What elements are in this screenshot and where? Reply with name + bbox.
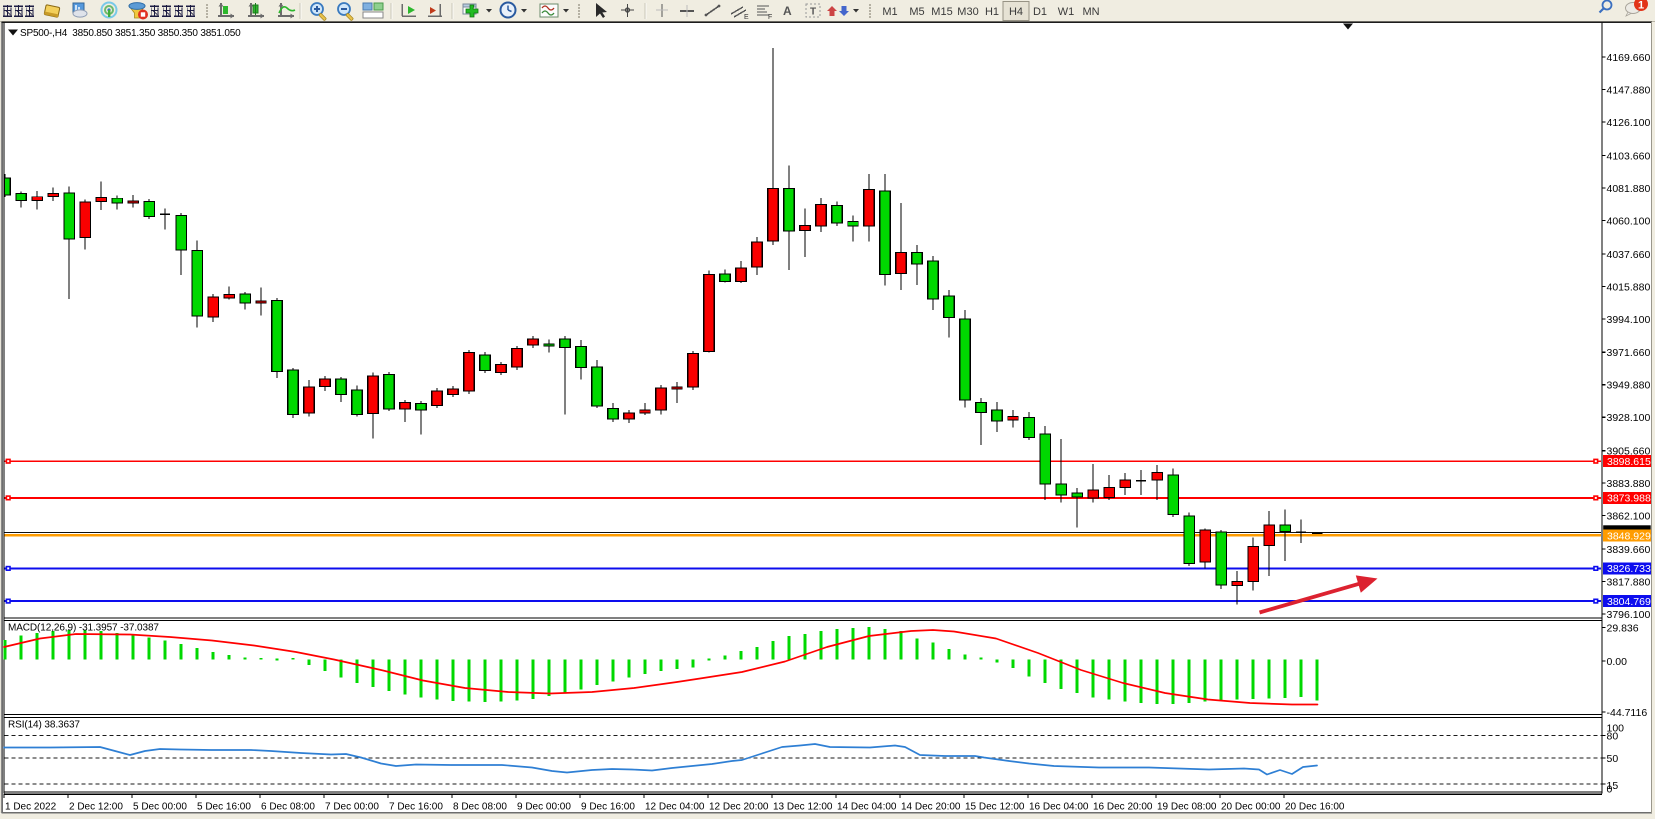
- svg-text:H1: H1: [985, 6, 999, 18]
- svg-text:3839.660: 3839.660: [1607, 544, 1651, 556]
- svg-text:E: E: [744, 14, 749, 21]
- svg-text:3817.880: 3817.880: [1607, 577, 1651, 589]
- svg-text:D1: D1: [1033, 6, 1047, 18]
- svg-text:50: 50: [1607, 753, 1619, 765]
- svg-text:20 Dec 16:00: 20 Dec 16:00: [1285, 802, 1345, 813]
- svg-text:15: 15: [1607, 780, 1619, 792]
- svg-text:16 Dec 04:00: 16 Dec 04:00: [1029, 802, 1089, 813]
- svg-text:MN: MN: [1082, 6, 1099, 18]
- svg-text:T: T: [810, 7, 816, 18]
- svg-text:15 Dec 12:00: 15 Dec 12:00: [965, 802, 1025, 813]
- svg-text:5 Dec 16:00: 5 Dec 16:00: [197, 802, 251, 813]
- svg-text:7 Dec 00:00: 7 Dec 00:00: [325, 802, 379, 813]
- svg-text:H4: H4: [1009, 6, 1023, 18]
- svg-text:3862.100: 3862.100: [1607, 511, 1651, 523]
- svg-text:3883.880: 3883.880: [1607, 478, 1651, 490]
- svg-text:0.00: 0.00: [1607, 656, 1628, 668]
- svg-text:0: 0: [1607, 783, 1613, 795]
- svg-text:4103.660: 4103.660: [1607, 150, 1651, 162]
- svg-text:3905.660: 3905.660: [1607, 446, 1651, 458]
- svg-text:4126.100: 4126.100: [1607, 117, 1651, 129]
- svg-text:M1: M1: [882, 6, 897, 18]
- svg-text:2 Dec 12:00: 2 Dec 12:00: [69, 802, 123, 813]
- svg-text:4060.100: 4060.100: [1607, 215, 1651, 227]
- svg-text:9 Dec 16:00: 9 Dec 16:00: [581, 802, 635, 813]
- svg-text:6 Dec 08:00: 6 Dec 08:00: [261, 802, 315, 813]
- svg-text:3971.660: 3971.660: [1607, 347, 1651, 359]
- svg-text:A: A: [783, 4, 792, 18]
- svg-text:4169.660: 4169.660: [1607, 52, 1651, 64]
- svg-text:29.836: 29.836: [1607, 622, 1639, 634]
- svg-text:19 Dec 08:00: 19 Dec 08:00: [1157, 802, 1217, 813]
- svg-text:14 Dec 04:00: 14 Dec 04:00: [837, 802, 897, 813]
- svg-text:3826.733: 3826.733: [1607, 563, 1651, 575]
- svg-text:-44.7116: -44.7116: [1607, 707, 1648, 719]
- svg-text:3994.100: 3994.100: [1607, 314, 1651, 326]
- svg-text:M15: M15: [931, 6, 952, 18]
- svg-text:SP500-,H4 3850.850 3851.350 3: SP500-,H4 3850.850 3851.350 3850.350 385…: [20, 28, 241, 39]
- svg-text:80: 80: [1607, 731, 1619, 743]
- svg-text:3804.769: 3804.769: [1607, 596, 1651, 608]
- svg-text:7 Dec 16:00: 7 Dec 16:00: [389, 802, 443, 813]
- svg-text:3928.100: 3928.100: [1607, 412, 1651, 424]
- svg-text:W1: W1: [1058, 6, 1075, 18]
- svg-text:3796.100: 3796.100: [1607, 609, 1651, 621]
- svg-text:5 Dec 00:00: 5 Dec 00:00: [133, 802, 187, 813]
- svg-text:4147.880: 4147.880: [1607, 85, 1651, 97]
- svg-text:12 Dec 20:00: 12 Dec 20:00: [709, 802, 769, 813]
- svg-text:9 Dec 00:00: 9 Dec 00:00: [517, 802, 571, 813]
- svg-text:1: 1: [1638, 0, 1644, 12]
- svg-text:100: 100: [1607, 723, 1625, 735]
- svg-text:F: F: [768, 14, 772, 21]
- svg-text:8 Dec 08:00: 8 Dec 08:00: [453, 802, 507, 813]
- svg-text:RSI(14) 38.3637: RSI(14) 38.3637: [8, 720, 80, 731]
- svg-text:3898.615: 3898.615: [1607, 456, 1651, 468]
- svg-text:M5: M5: [909, 6, 924, 18]
- svg-text:M30: M30: [957, 6, 978, 18]
- svg-text:4081.880: 4081.880: [1607, 183, 1651, 195]
- svg-text:20 Dec 00:00: 20 Dec 00:00: [1221, 802, 1281, 813]
- svg-text:4037.660: 4037.660: [1607, 249, 1651, 261]
- svg-text:13 Dec 12:00: 13 Dec 12:00: [773, 802, 833, 813]
- svg-text:3848.929: 3848.929: [1607, 530, 1651, 542]
- svg-text:1 Dec 2022: 1 Dec 2022: [5, 802, 57, 813]
- svg-text:3949.880: 3949.880: [1607, 380, 1651, 392]
- svg-text:MACD(12,26,9) -31.3957 -37.038: MACD(12,26,9) -31.3957 -37.0387: [8, 623, 159, 634]
- svg-text:4015.880: 4015.880: [1607, 281, 1651, 293]
- svg-text:14 Dec 20:00: 14 Dec 20:00: [901, 802, 961, 813]
- svg-text:16 Dec 20:00: 16 Dec 20:00: [1093, 802, 1153, 813]
- svg-text:3873.988: 3873.988: [1607, 493, 1651, 505]
- svg-text:12 Dec 04:00: 12 Dec 04:00: [645, 802, 705, 813]
